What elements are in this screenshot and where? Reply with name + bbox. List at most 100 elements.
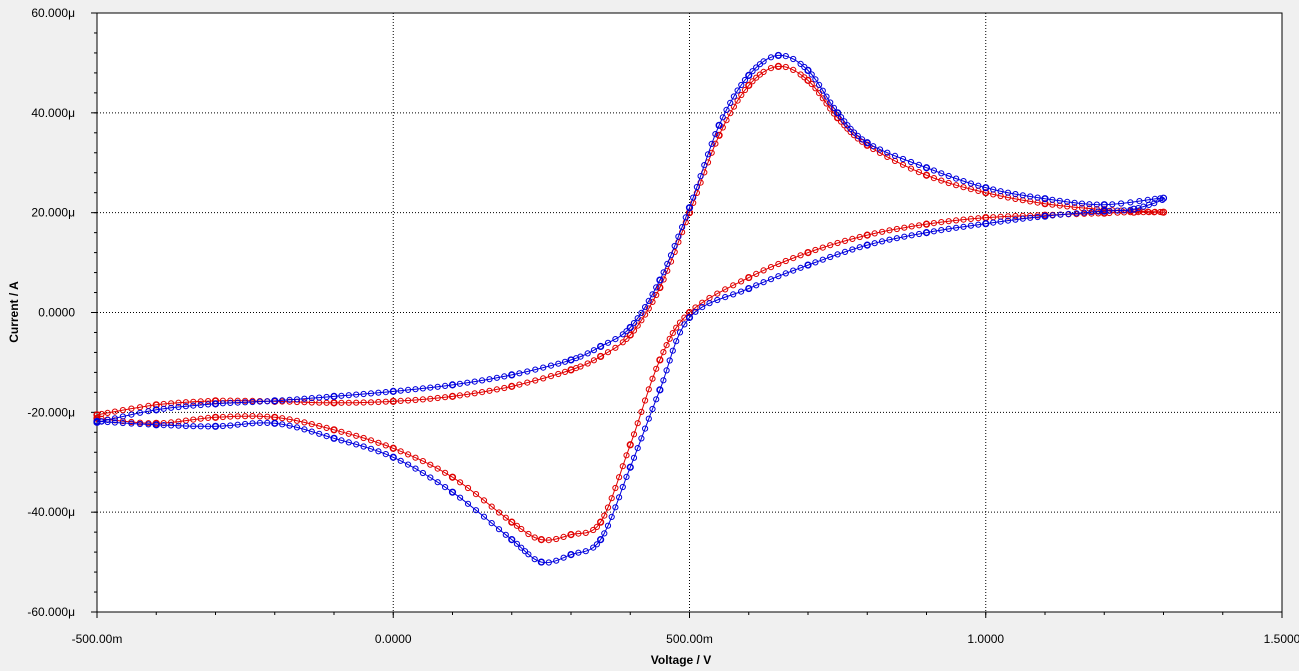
series-marker — [645, 386, 652, 393]
series-marker — [812, 76, 819, 83]
series-marker — [960, 223, 967, 230]
series-marker — [1049, 212, 1056, 219]
series-marker — [730, 93, 738, 100]
series-marker — [249, 413, 256, 420]
series-marker — [205, 401, 212, 408]
series-marker — [1095, 210, 1102, 217]
series-marker — [760, 267, 767, 274]
series-marker — [604, 504, 612, 511]
series-marker — [601, 512, 608, 519]
series-marker — [338, 399, 345, 406]
series-marker — [316, 394, 323, 401]
series-marker — [449, 381, 456, 388]
series-marker — [907, 165, 915, 172]
series-marker — [553, 557, 560, 564]
series-marker — [308, 395, 315, 402]
series-marker — [938, 227, 945, 234]
series-marker — [382, 451, 389, 458]
series-marker — [323, 433, 330, 440]
series-marker — [819, 256, 826, 263]
series-marker — [293, 396, 301, 403]
series-marker — [907, 158, 915, 166]
series-marker — [212, 400, 219, 407]
series-marker — [997, 218, 1004, 225]
series-marker — [1073, 210, 1080, 217]
series-marker — [590, 347, 598, 354]
series-marker — [653, 291, 660, 299]
series-marker — [864, 232, 871, 239]
y-tick-label: -60.000μ — [27, 605, 75, 619]
series-marker — [960, 184, 967, 191]
series-marker — [827, 105, 834, 112]
series-marker — [104, 409, 111, 416]
series-marker — [671, 242, 678, 250]
series-1 — [93, 51, 1168, 566]
series-marker — [577, 363, 584, 370]
series-marker — [525, 530, 532, 538]
series-marker — [419, 469, 426, 477]
series-marker — [256, 413, 263, 420]
series-marker — [669, 330, 676, 337]
series-marker — [1121, 209, 1128, 216]
series-marker — [308, 428, 315, 435]
series-marker — [938, 219, 945, 226]
series-marker — [782, 257, 789, 265]
series-marker — [419, 396, 426, 403]
series-marker — [323, 399, 330, 406]
series-marker — [330, 435, 338, 442]
series-marker — [699, 304, 706, 311]
series-marker — [604, 349, 612, 356]
series-marker — [850, 129, 858, 136]
series-marker — [619, 339, 626, 346]
series-marker — [345, 430, 352, 437]
series-marker — [197, 401, 204, 409]
series-marker — [638, 309, 645, 316]
series-marker — [353, 432, 360, 439]
series-marker — [827, 99, 834, 106]
series-marker — [524, 379, 531, 386]
series-marker — [119, 413, 127, 420]
series-marker — [532, 366, 539, 373]
series-marker — [256, 398, 263, 405]
x-axis-tick-labels: -500.00m 0.0000 500.00m 1.0000 1.5000 — [72, 632, 1299, 646]
series-marker — [427, 384, 434, 391]
series-marker — [1135, 205, 1142, 212]
series-marker — [1093, 201, 1100, 208]
series-marker — [953, 217, 960, 224]
series-marker — [782, 53, 789, 60]
series-marker — [886, 236, 893, 243]
series-marker — [532, 377, 539, 384]
series-marker — [264, 413, 271, 420]
series-marker — [360, 399, 367, 406]
series-marker — [449, 489, 456, 496]
series-marker — [699, 299, 706, 306]
series-marker — [1109, 201, 1116, 208]
series-marker — [584, 360, 591, 367]
x-tick-label: 500.00m — [666, 632, 713, 646]
series-marker — [256, 419, 263, 426]
series-marker — [856, 233, 863, 241]
series-marker — [1086, 201, 1093, 208]
series-marker — [360, 434, 367, 442]
series-marker — [1114, 207, 1121, 214]
series-marker — [634, 445, 641, 452]
series-marker — [923, 229, 930, 236]
series-marker — [823, 93, 830, 100]
series-marker — [660, 269, 667, 276]
series-marker — [449, 474, 456, 481]
series-marker — [561, 368, 569, 375]
series-marker — [464, 379, 471, 386]
series-marker — [730, 103, 738, 110]
series-marker — [540, 375, 547, 382]
series-marker — [960, 178, 967, 185]
series-marker — [390, 388, 397, 395]
series-marker — [819, 244, 826, 251]
series-marker — [679, 224, 686, 231]
series-marker — [915, 169, 923, 176]
series-marker — [975, 221, 982, 228]
series-marker — [264, 398, 271, 405]
series-marker — [745, 285, 752, 292]
series-marker — [480, 497, 488, 504]
series-marker — [442, 394, 449, 401]
series-marker — [645, 305, 652, 312]
